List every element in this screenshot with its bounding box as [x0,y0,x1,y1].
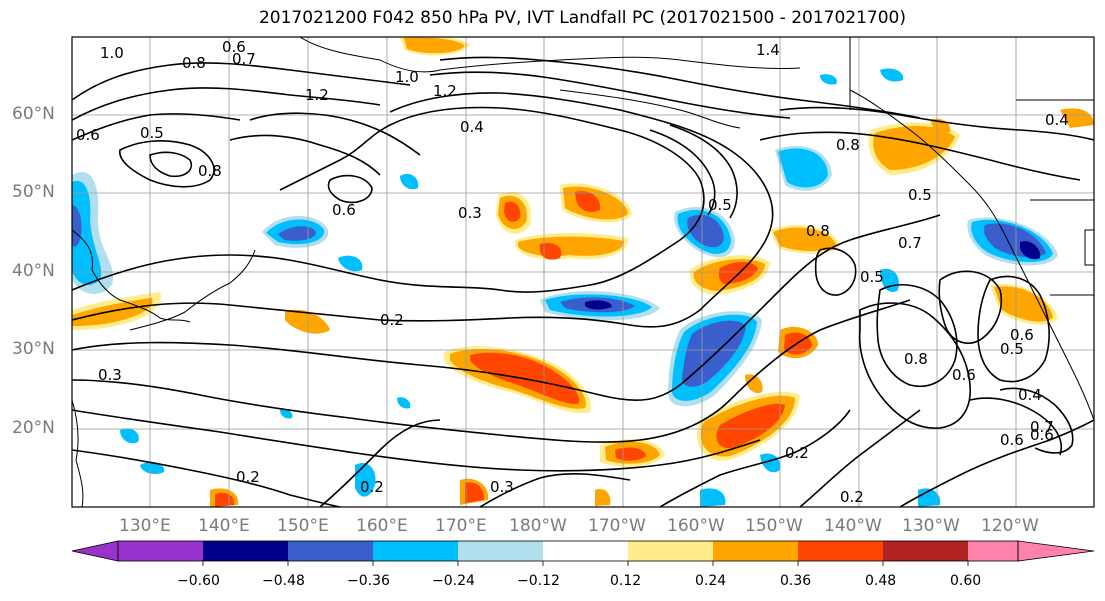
colorbar-tick-label: −0.12 [517,573,560,589]
lon-label: 150°E [277,516,329,536]
contour-label: 0.5 [1000,340,1024,358]
blue-blob [775,145,1058,266]
colorbar-segment [628,541,713,561]
lon-label: 160°E [356,516,408,536]
contour-labels: 1.0 0.6 0.7 0.8 1.2 1.2 1.0 0.4 0.6 0.5 … [76,38,1069,506]
colorbar-frame [117,540,1019,562]
lon-label: 150°W [745,516,803,536]
lon-label: 130°W [902,516,960,536]
map-frame [71,36,1095,508]
chart-title: 2017021200 F042 850 hPa PV, IVT Landfall… [258,8,906,28]
contour-label: 0.2 [380,311,404,329]
contour-label: 0.6 [1030,426,1054,444]
colorbar-segment [798,541,883,561]
lat-label: 60°N [12,104,55,124]
contour-label: 0.6 [1010,326,1034,344]
lon-label: 140°W [824,516,882,536]
contour-label: 0.8 [904,350,928,368]
contour-label: 0.2 [360,478,384,496]
orange-blob [496,183,632,260]
contour-label: 0.6 [76,126,100,144]
colorbar-extend-min [71,540,119,562]
colorbar-segment [713,541,798,561]
colorbar-segment [968,541,1018,561]
contour-label: 0.5 [708,196,732,214]
colorbar-segment [118,541,203,561]
lon-label: 170°W [588,516,646,536]
colorbar-segment [543,541,628,561]
contour-label: 0.6 [1000,431,1024,449]
colorbar-tick-label: −0.60 [177,573,220,589]
contour-label: 0.8 [182,54,206,72]
contour-label: 1.0 [395,68,419,86]
gridlines [72,37,1094,507]
contour-label: 0.2 [236,468,260,486]
lat-label: 20°N [12,418,55,438]
contour-label: 0.6 [952,366,976,384]
lon-label: 180°W [509,516,567,536]
contour-label: 0.6 [222,38,246,56]
blue-blob [72,171,114,295]
lat-label: 40°N [12,261,55,281]
contour-label: 0.3 [98,366,122,384]
colorbar-segment [458,541,543,561]
contour-label: 0.6 [332,201,356,219]
blue-blob [262,216,329,248]
coastlines [72,37,1094,507]
contour-label: 0.2 [785,444,809,462]
contour-label: 1.2 [305,86,329,104]
colorbar-segment [203,541,288,561]
colorbar-tick-label: 0.36 [780,573,812,589]
contour-label: 0.3 [490,478,514,496]
colorbar-tick-label: −0.48 [262,573,305,589]
contour-label: 0.2 [840,488,864,506]
shaded-pv-field [72,37,1094,507]
contour-label: 0.5 [860,268,884,286]
colorbar-extend-max [1017,540,1095,562]
colorbar-tick-label: 0.12 [610,573,642,589]
contour-lines [72,56,1094,507]
contour-label: 0.3 [458,204,482,222]
contour-label: 0.4 [1018,386,1042,404]
contour-label: 0.8 [836,136,860,154]
lon-label: 170°E [435,516,487,536]
contour-label: 0.5 [908,186,932,204]
colorbar-tick-label: 0.60 [950,573,982,589]
contour-label: 1.4 [756,41,780,59]
lon-label: 130°E [119,516,171,536]
contour-label: 1.2 [433,82,457,100]
contour-label: 0.4 [1045,111,1069,129]
lon-label: 160°W [667,516,725,536]
contour-label: 0.4 [460,118,484,136]
colorbar-tick-label: 0.24 [695,573,727,589]
contour-label: 0.8 [198,162,222,180]
colorbar-segment [373,541,458,561]
red-blob [600,225,840,467]
colorbar-segment [288,541,373,561]
colorbar-segment [883,541,968,561]
contour-label: 0.7 [1030,418,1054,436]
lat-label: 50°N [12,182,55,202]
colorbar-tick-label: −0.24 [432,573,475,589]
contour-label: 0.8 [806,222,830,240]
lon-label: 120°W [981,516,1039,536]
colorbar-tick-label: 0.48 [865,573,897,589]
contour-label: 0.7 [232,50,256,68]
contour-label: 1.0 [100,44,124,62]
small-blobs [120,68,951,507]
colorbar-tick-label: −0.36 [347,573,390,589]
colorbar [71,540,1095,566]
blue-blob [540,291,660,321]
contour-label: 0.7 [898,234,922,252]
lat-label: 30°N [12,339,55,359]
lon-label: 140°E [198,516,250,536]
contour-label: 0.5 [140,124,164,142]
